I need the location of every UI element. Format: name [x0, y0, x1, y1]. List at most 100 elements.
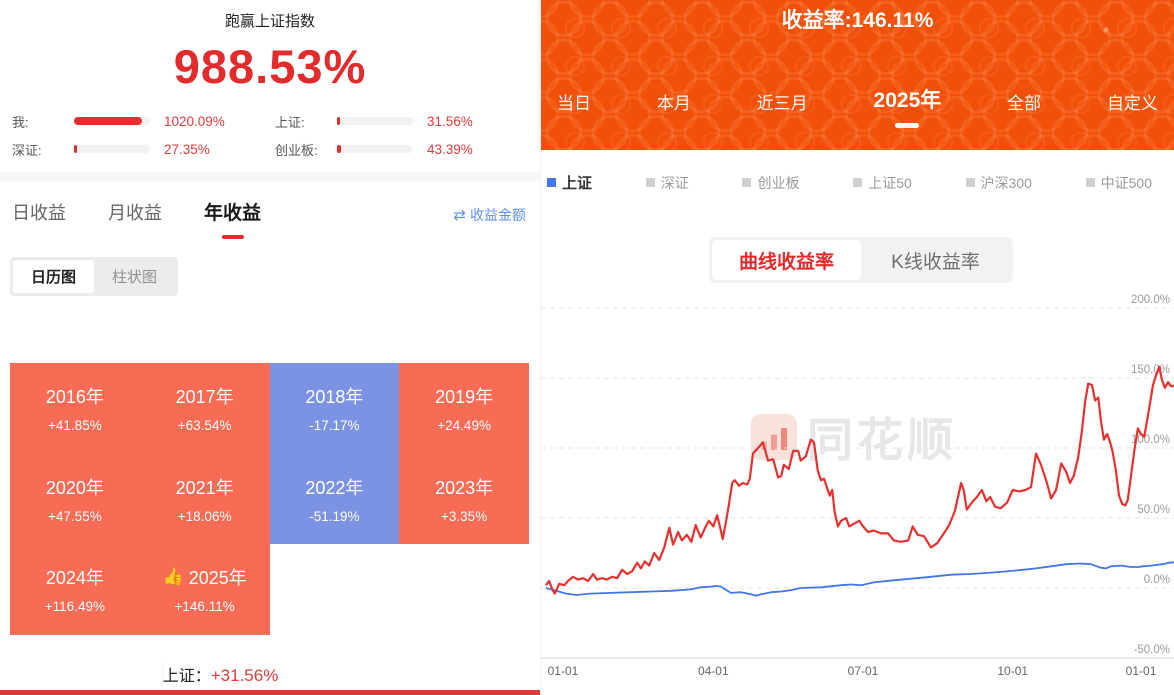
legend-label: 沪深300: [980, 174, 1032, 191]
stat-value: 43.39%: [427, 141, 473, 157]
festive-header: 收益率:146.11% 当日 本月 近三月 2025年 全部 自定义: [541, 0, 1174, 150]
legend-item-深证[interactable]: 深证: [645, 173, 689, 193]
y-axis-tick-label: 200.0%: [1131, 294, 1170, 306]
calendar-year-cell[interactable]: 2024年 +116.49%: [10, 544, 140, 635]
chart-canvas: 200.0% 150.0% 100.0% 50.0% 0.0% -50.0%: [541, 294, 1174, 659]
x-axis-tick-label: 01-01: [1125, 664, 1157, 678]
period-tab-本月[interactable]: 本月: [656, 94, 691, 113]
legend-label: 深证: [660, 174, 689, 191]
y-axis-tick-label: 150.0%: [1131, 364, 1170, 376]
chart-period-tabs: 当日 本月 近三月 2025年 全部 自定义: [541, 84, 1174, 134]
cell-year-label: 2018年: [305, 387, 364, 408]
total-summary-row: 全部总收益率： +1020.09% 上证：+31.56%: [12, 662, 520, 695]
return-rate-title: 收益率:146.11%: [781, 9, 934, 32]
legend-square-icon: [547, 178, 556, 187]
toggle-curve-return[interactable]: 曲线收益率: [712, 240, 861, 280]
calendar-year-cell[interactable]: 2019年 +24.49%: [399, 363, 529, 454]
legend-square-icon: [645, 178, 655, 187]
stat-label: 创业板:: [275, 142, 318, 158]
legend-square-icon: [853, 178, 863, 187]
series-line-上证: [545, 561, 1174, 597]
cell-year-label: 2024年: [45, 568, 104, 589]
period-tab-当日[interactable]: 当日: [557, 94, 591, 113]
legend-square-icon: [1085, 178, 1095, 187]
beat-index-title: 跑赢上证指数: [224, 13, 315, 30]
cell-return-value: -51.19%: [309, 508, 360, 524]
yearly-returns-calendar: 2016年 +41.85% 2017年 +63.54% 2018年 -17.17% 2019…: [10, 363, 529, 635]
cell-return-value: +47.55%: [48, 508, 102, 524]
index-return-label: 上证：: [162, 668, 211, 685]
cell-year-label: 2019年: [435, 387, 494, 408]
x-axis-tick-label: 01-01: [547, 664, 579, 678]
calendar-year-cell[interactable]: 2023年 +3.35%: [399, 453, 529, 545]
index-return-value: +31.56%: [210, 666, 279, 685]
x-axis-tick-label: 10-01: [997, 664, 1029, 678]
period-tab-近三月[interactable]: 近三月: [756, 94, 808, 113]
toggle-kline-return[interactable]: K线收益率: [891, 251, 980, 273]
stat-bar: [337, 145, 413, 153]
curve-kline-toggle: 曲线收益率 K线收益率: [709, 237, 1013, 283]
toggle-bar-view[interactable]: 柱状图: [111, 269, 157, 286]
cell-year-label: 2017年: [175, 387, 234, 408]
legend-item-上证[interactable]: 上证: [547, 172, 592, 193]
calendar-year-cell[interactable]: 2020年 +47.55%: [10, 453, 140, 545]
y-axis-tick-label: 100.0%: [1131, 434, 1170, 446]
legend-label: 创业板: [757, 174, 800, 191]
legend-square-icon: [965, 178, 975, 187]
y-axis-tick-label: 50.0%: [1137, 504, 1170, 516]
beat-index-value: 988.53%: [173, 40, 367, 93]
calendar-year-cell[interactable]: 2021年 +18.06%: [139, 453, 270, 545]
calendar-bar-toggle: 日历图 柱状图: [10, 257, 178, 296]
y-axis-tick-label: -50.0%: [1134, 644, 1170, 656]
calendar-year-cell[interactable]: 2016年 +41.85%: [10, 363, 140, 454]
cell-year-label: 2016年: [45, 387, 104, 408]
cell-return-value: +41.85%: [48, 418, 102, 434]
cell-year-label: 2022年: [305, 477, 364, 498]
cell-return-value: +18.06%: [177, 508, 232, 524]
legend-square-icon: [742, 178, 752, 187]
period-tab-自定义[interactable]: 自定义: [1106, 94, 1158, 113]
legend-item-沪深300[interactable]: 沪深300: [965, 173, 1032, 193]
legend-item-创业板[interactable]: 创业板: [742, 173, 799, 193]
stat-label: 我:: [12, 114, 29, 130]
bottom-red-strip: [0, 690, 540, 695]
cell-year-label: 2020年: [45, 477, 104, 498]
returns-line-chart: 同花顺 200.0% 150.0% 100.0% 50.0% 0.0% -50.0% 01…: [541, 292, 1174, 678]
calendar-year-cell[interactable]: 2018年 -17.17%: [269, 363, 400, 454]
legend-label: 中证500: [1100, 174, 1152, 191]
toggle-calendar-view[interactable]: 日历图: [13, 260, 94, 293]
x-axis-labels: 01-01 04-01 07-01 10-01 01-01: [541, 664, 1174, 684]
index-comparison-stats: 我: 1020.09% 上证: 31.56% 深证: 27.35% 创业板: 4…: [0, 112, 540, 158]
x-axis-tick-label: 07-01: [847, 664, 879, 678]
cell-return-value: -17.17%: [309, 418, 360, 434]
switch-to-amount-link[interactable]: ⇄ 收益金额: [453, 205, 526, 239]
stat-shenzhen: 深证: 27.35%: [12, 140, 265, 158]
section-divider: [0, 172, 540, 181]
stat-value: 27.35%: [164, 141, 210, 157]
legend-label: 上证: [562, 175, 593, 192]
calendar-year-cell[interactable]: 2017年 +63.54%: [139, 363, 270, 454]
tab-daily-returns[interactable]: 日收益: [12, 203, 66, 223]
stat-chinext: 创业板: 43.39%: [275, 140, 528, 158]
period-tab-2025年[interactable]: 2025年: [874, 84, 942, 134]
stat-label: 上证:: [275, 114, 305, 130]
index-legend: 上证 深证 创业板 上证50 沪深300 中证500: [541, 150, 1174, 193]
stat-value: 1020.09%: [164, 113, 225, 129]
stat-me: 我: 1020.09%: [12, 112, 265, 130]
cell-return-value: +3.35%: [441, 508, 488, 524]
legend-item-上证50[interactable]: 上证50: [853, 173, 912, 193]
index-return: 上证：+31.56%: [161, 662, 520, 695]
cell-year-label: 2023年: [435, 477, 494, 498]
legend-item-中证500[interactable]: 中证500: [1085, 173, 1152, 193]
returns-summary-panel: 跑赢上证指数 988.53% 我: 1020.09% 上证: 31.56% 深证…: [0, 0, 540, 695]
calendar-year-cell[interactable]: 2022年 -51.19%: [269, 453, 400, 545]
period-tab-全部[interactable]: 全部: [1007, 94, 1042, 113]
calendar-year-cell[interactable]: 👍 2025年 +146.11%: [139, 544, 270, 635]
cell-year-label: 2025年: [188, 568, 247, 589]
tab-yearly-returns[interactable]: 年收益: [204, 198, 261, 239]
cell-return-value: +146.11%: [174, 599, 235, 615]
stat-bar: [337, 117, 413, 125]
stat-bar: [74, 117, 150, 125]
tab-monthly-returns[interactable]: 月收益: [108, 203, 162, 223]
